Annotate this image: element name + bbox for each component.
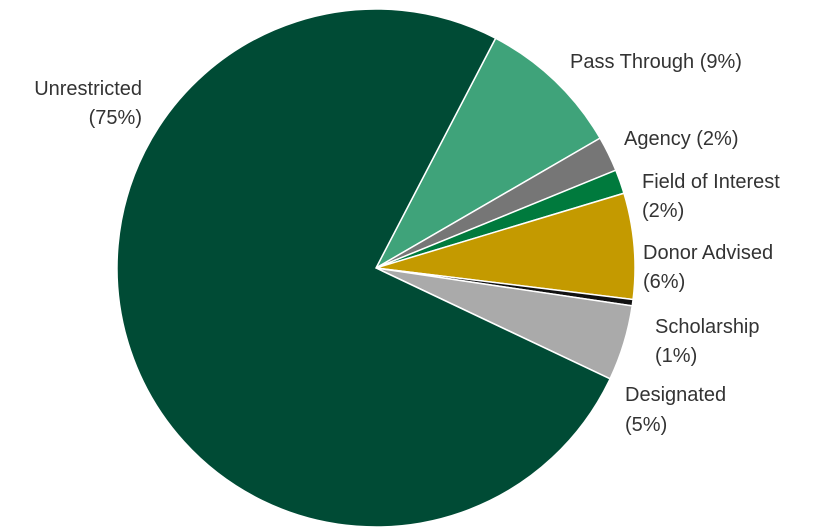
pie-slice-pass-through <box>374 37 602 270</box>
pie-slice-unrestricted <box>116 8 612 527</box>
slice-percent-field-of-interest: (2%) <box>642 200 684 222</box>
slice-label-scholarship: Scholarship <box>655 316 760 338</box>
slice-percent-donor-advised: (6%) <box>643 271 685 293</box>
slice-label-pass-through: Pass Through (9%) <box>570 51 742 73</box>
slice-label-unrestricted: Unrestricted <box>34 78 142 100</box>
slice-label-designated: Designated <box>625 384 726 406</box>
slice-label-donor-advised: Donor Advised <box>643 242 773 264</box>
pie-slice-donor-advised <box>375 192 636 301</box>
slice-percent-unrestricted: (75%) <box>89 107 142 129</box>
slice-label-field-of-interest: Field of Interest <box>642 171 780 193</box>
slice-percent-scholarship: (1%) <box>655 345 697 367</box>
pie-slices <box>116 8 636 527</box>
slice-percent-designated: (5%) <box>625 414 667 436</box>
pie-labels: Pass Through (9%) Agency (2%) Field of Int… <box>34 51 780 436</box>
slice-label-agency: Agency (2%) <box>624 128 739 150</box>
